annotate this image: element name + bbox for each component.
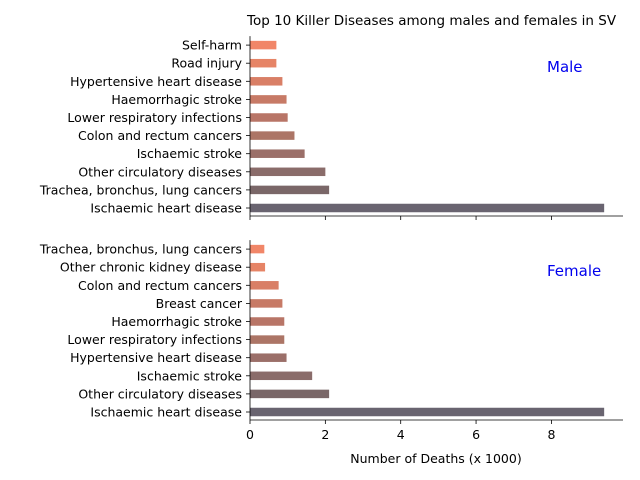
bar xyxy=(250,335,285,344)
bar xyxy=(250,113,288,122)
bar xyxy=(250,371,313,381)
panel-label: Female xyxy=(547,262,601,280)
bar xyxy=(250,149,305,158)
x-tick-label: 4 xyxy=(397,427,405,442)
bar xyxy=(250,58,277,68)
category-label: Self-harm xyxy=(182,38,242,53)
bar xyxy=(250,317,285,326)
bar xyxy=(250,407,605,417)
bar xyxy=(250,77,283,86)
bar xyxy=(250,389,330,399)
category-label: Ischaemic stroke xyxy=(137,146,243,161)
category-label: Other circulatory diseases xyxy=(78,386,242,401)
panel-male: Male Ischaemic heart disease Trachea, bron… xyxy=(39,36,623,220)
category-label: Colon and rectum cancers xyxy=(78,278,242,293)
x-axis-label: Number of Deaths (x 1000) xyxy=(350,451,521,466)
bar xyxy=(250,167,326,177)
panel-female: Female Ischaemic heart disease Other circu… xyxy=(39,240,623,442)
x-tick-label: 0 xyxy=(246,427,254,442)
x-tick-label: 8 xyxy=(547,427,555,442)
bar xyxy=(250,40,277,50)
category-label: Trachea, bronchus, lung cancers xyxy=(39,242,242,257)
panel-label: Male xyxy=(547,58,583,76)
bar xyxy=(250,131,295,140)
bar xyxy=(250,244,265,254)
x-tick-label: 6 xyxy=(472,427,480,442)
bar xyxy=(250,299,283,308)
category-label: Trachea, bronchus, lung cancers xyxy=(39,182,242,197)
category-label: Ischaemic heart disease xyxy=(90,201,242,216)
bar xyxy=(250,281,279,290)
category-label: Other chronic kidney disease xyxy=(60,260,242,275)
category-label: Colon and rectum cancers xyxy=(78,128,242,143)
category-label: Lower respiratory infections xyxy=(67,332,242,347)
bar xyxy=(250,185,330,195)
bar xyxy=(250,262,266,272)
category-label: Hypertensive heart disease xyxy=(70,350,242,365)
bar xyxy=(250,95,287,104)
category-label: Lower respiratory infections xyxy=(67,110,242,125)
category-label: Haemorrhagic stroke xyxy=(111,92,242,107)
x-tick-label: 2 xyxy=(321,427,329,442)
category-label: Breast cancer xyxy=(156,296,243,311)
category-label: Other circulatory diseases xyxy=(78,164,242,179)
category-label: Ischaemic heart disease xyxy=(90,405,242,420)
bar xyxy=(250,353,287,362)
category-label: Road injury xyxy=(171,56,242,71)
chart-title: Top 10 Killer Diseases among males and f… xyxy=(246,13,617,29)
category-label: Haemorrhagic stroke xyxy=(111,314,242,329)
bar xyxy=(250,203,605,213)
category-label: Ischaemic stroke xyxy=(137,368,243,383)
category-label: Hypertensive heart disease xyxy=(70,74,242,89)
